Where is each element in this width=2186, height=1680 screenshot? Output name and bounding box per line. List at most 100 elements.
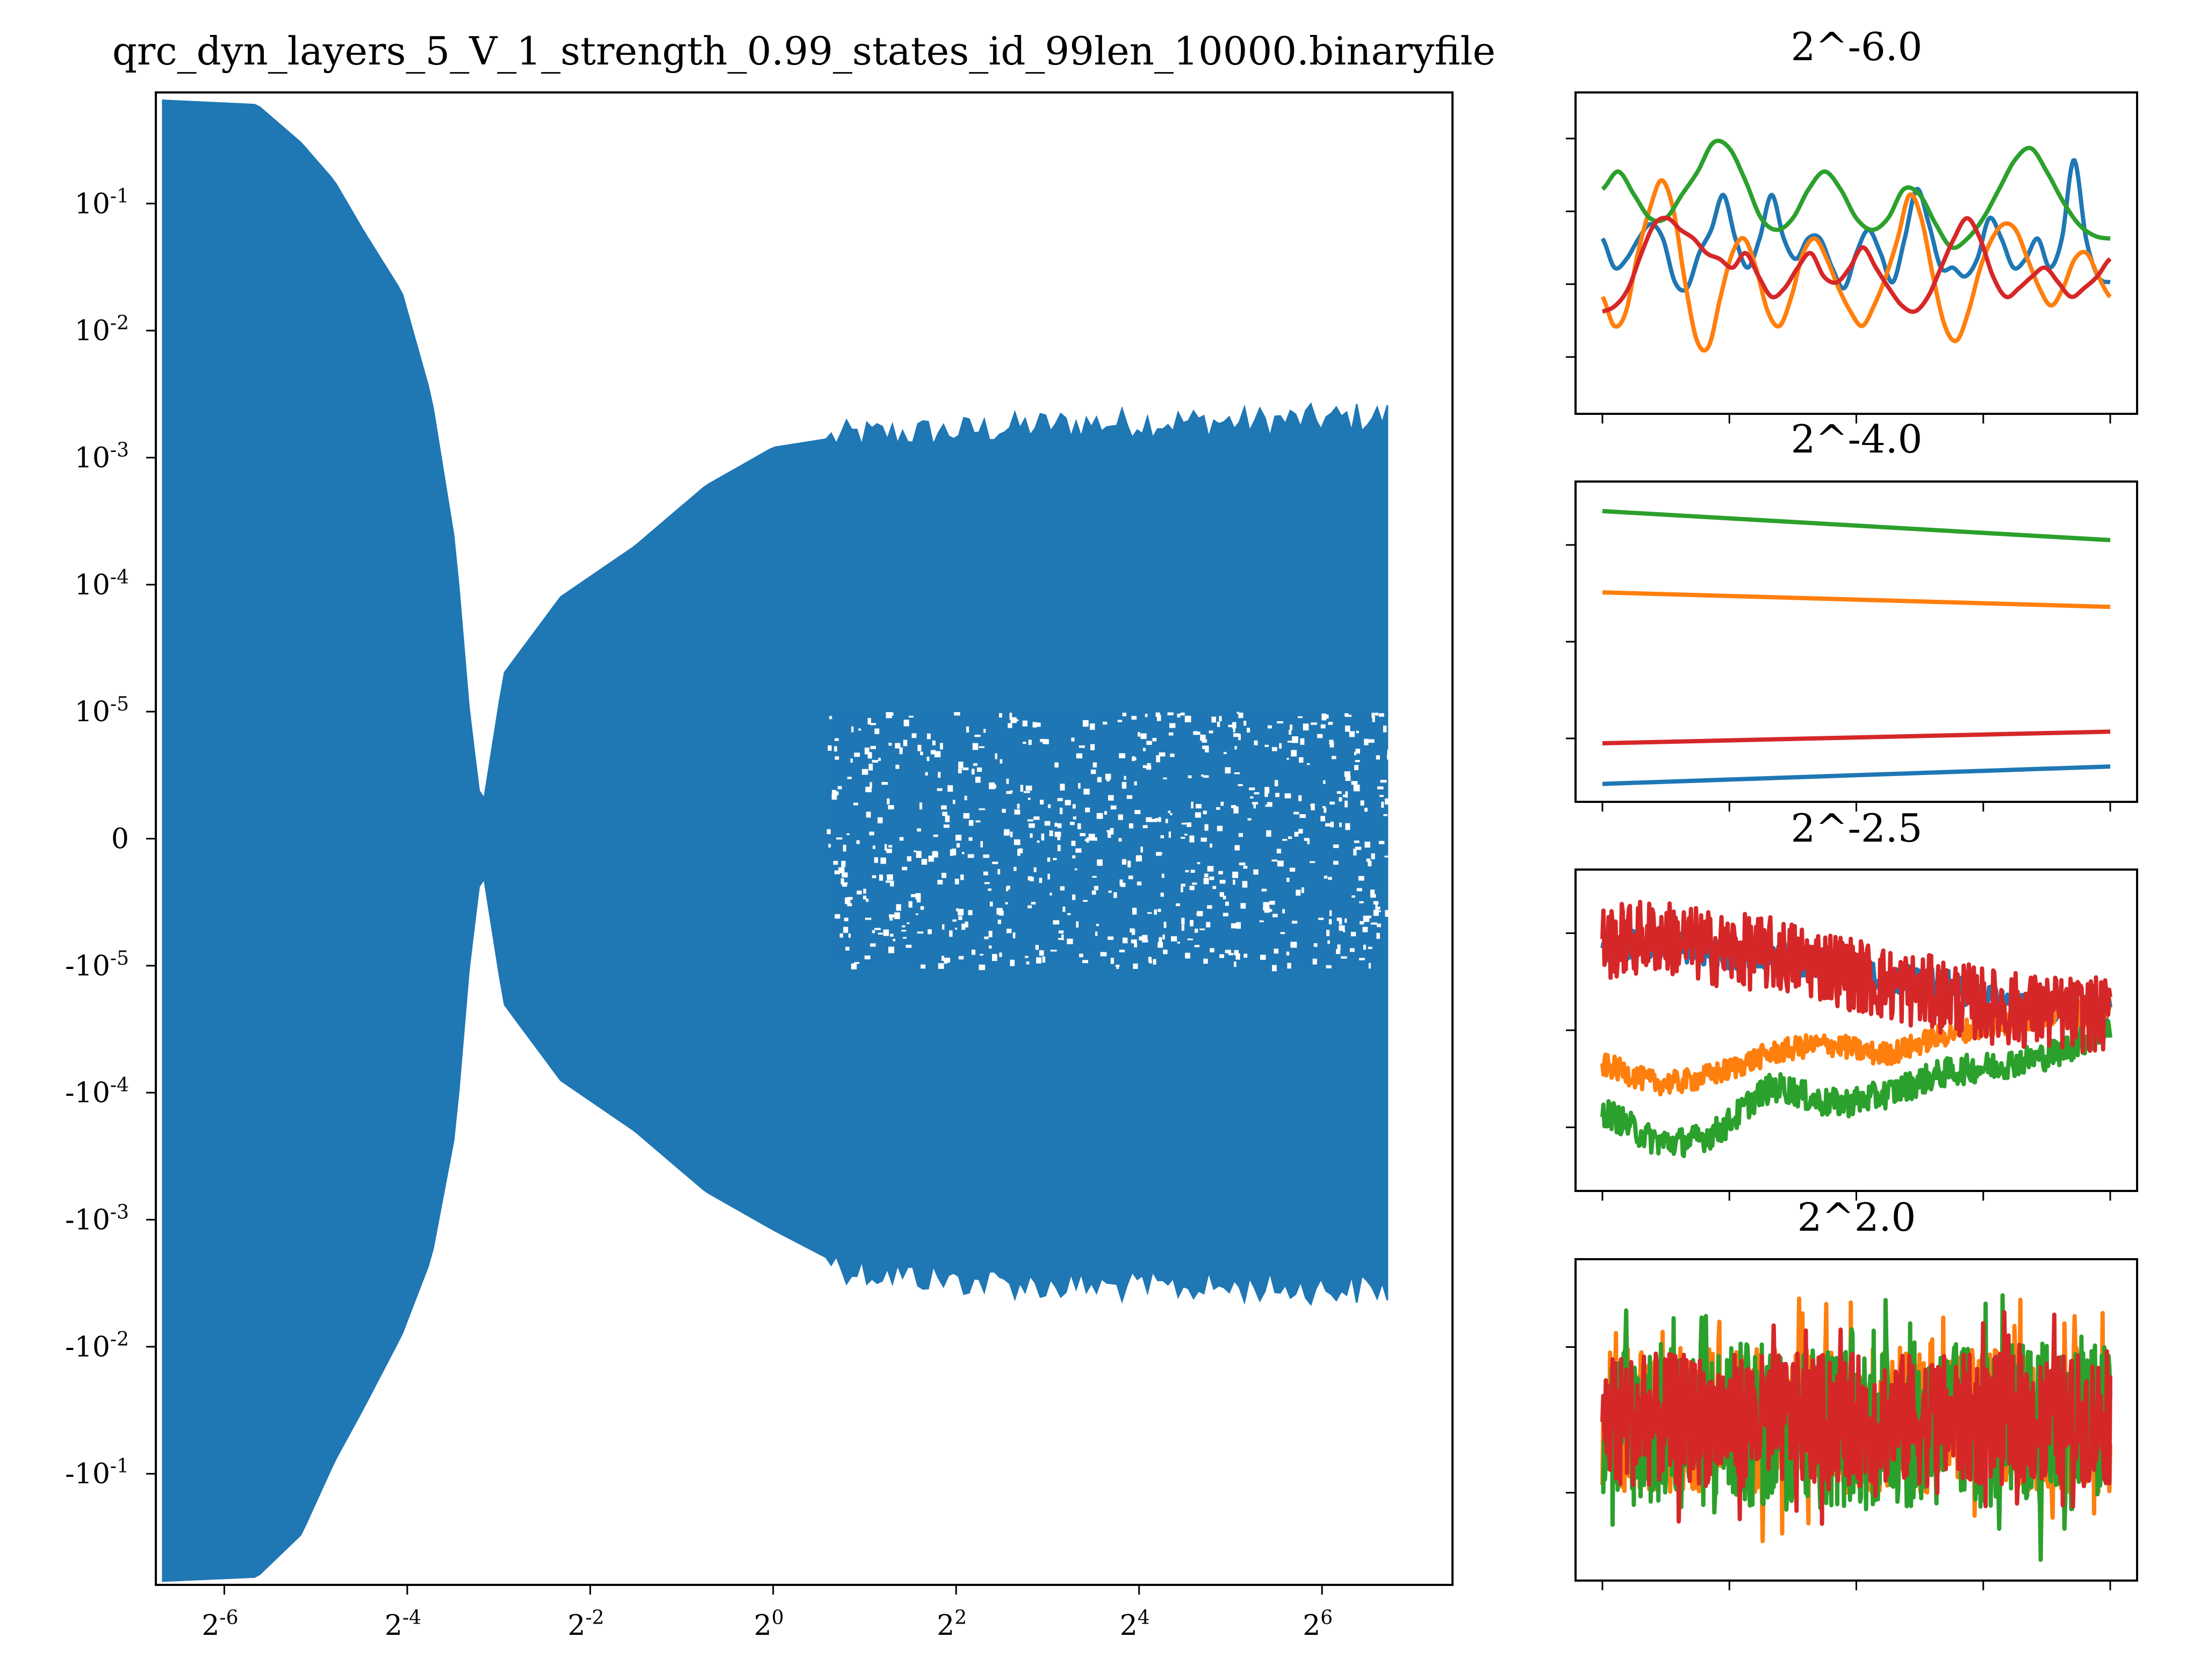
inner-gap-speck xyxy=(1030,833,1033,838)
inner-gap-speck xyxy=(1077,823,1081,829)
inner-gap-speck xyxy=(867,717,871,724)
inner-gap-speck xyxy=(989,901,993,907)
main-scatter-point xyxy=(255,544,260,549)
inner-gap-speck xyxy=(908,715,914,718)
inner-gap-speck xyxy=(961,923,966,930)
inner-gap-speck xyxy=(1071,737,1075,742)
inner-gap-speck xyxy=(1177,713,1181,717)
inner-gap-speck xyxy=(1048,804,1051,808)
inner-gap-speck xyxy=(1162,934,1165,940)
inner-gap-speck xyxy=(1363,944,1366,950)
panel-4-title: 2^2.0 xyxy=(1797,1195,1916,1240)
inner-gap-speck xyxy=(983,871,988,875)
inner-gap-speck xyxy=(1286,878,1290,882)
inner-gap-speck xyxy=(1298,829,1303,834)
main-x-tick-label: 26 xyxy=(1303,1607,1333,1642)
inner-gap-speck xyxy=(1349,948,1355,952)
inner-gap-speck xyxy=(1267,802,1272,807)
panel-3-plot xyxy=(1600,900,2112,1159)
inner-gap-speck xyxy=(1072,855,1076,859)
inner-gap-speck xyxy=(1193,731,1198,735)
main-y-tick-label: -10-4 xyxy=(65,1074,129,1109)
inner-gap-speck xyxy=(1049,830,1053,836)
inner-gap-speck xyxy=(1328,722,1333,725)
inner-gap-speck xyxy=(1121,859,1126,865)
inner-gap-speck xyxy=(1345,726,1350,732)
inner-gap-speck xyxy=(1380,780,1387,783)
inner-gap-speck xyxy=(1122,713,1127,716)
inner-gap-speck xyxy=(1312,958,1317,965)
inner-gap-speck xyxy=(1329,801,1335,805)
inner-gap-speck xyxy=(1118,838,1122,842)
inner-gap-speck xyxy=(1146,741,1152,745)
inner-gap-speck xyxy=(834,870,840,874)
inner-gap-speck xyxy=(1368,963,1371,969)
inner-gap-speck xyxy=(1364,738,1369,745)
inner-gap-speck xyxy=(1120,882,1126,887)
inner-gap-speck xyxy=(1126,795,1133,799)
inner-gap-speck xyxy=(893,938,896,942)
inner-gap-speck xyxy=(1326,965,1332,968)
main-inner-region xyxy=(826,712,1387,966)
inner-gap-speck xyxy=(1277,860,1284,867)
inner-gap-speck xyxy=(1337,944,1341,951)
inner-gap-speck xyxy=(878,817,883,823)
panel-series-line xyxy=(1600,178,2112,353)
inner-gap-speck xyxy=(962,767,969,771)
main-scatter-point xyxy=(187,621,192,625)
inner-gap-speck xyxy=(1203,775,1209,778)
inner-gap-speck xyxy=(1137,881,1142,886)
inner-gap-speck xyxy=(958,956,964,960)
inner-gap-speck xyxy=(1108,831,1111,838)
inner-gap-speck xyxy=(1339,797,1342,802)
inner-gap-speck xyxy=(1025,785,1032,791)
panel-4: 2^2.0 xyxy=(1566,1195,2138,1590)
inner-gap-speck xyxy=(1207,866,1214,872)
inner-gap-speck xyxy=(1041,833,1045,841)
inner-gap-speck xyxy=(1243,865,1248,869)
inner-gap-speck xyxy=(1006,929,1012,934)
main-scatter-point xyxy=(176,1129,181,1133)
inner-gap-speck xyxy=(868,764,873,771)
inner-gap-speck xyxy=(938,963,944,969)
inner-gap-speck xyxy=(938,772,941,778)
inner-gap-speck xyxy=(1113,892,1117,898)
inner-gap-speck xyxy=(1168,732,1174,736)
inner-gap-speck xyxy=(1364,842,1370,848)
inner-gap-speck xyxy=(1299,757,1304,763)
inner-gap-speck xyxy=(1034,722,1041,727)
inner-gap-speck xyxy=(1344,713,1349,716)
inner-gap-speck xyxy=(854,962,860,964)
inner-gap-speck xyxy=(930,857,933,861)
inner-gap-speck xyxy=(899,747,903,755)
inner-gap-speck xyxy=(1336,791,1342,794)
inner-gap-speck xyxy=(880,857,886,864)
inner-gap-speck xyxy=(869,831,874,836)
inner-gap-speck xyxy=(1170,753,1175,757)
inner-gap-speck xyxy=(1156,715,1161,721)
inner-gap-speck xyxy=(1082,960,1088,964)
inner-gap-speck xyxy=(1132,757,1137,760)
inner-gap-speck xyxy=(1163,922,1167,928)
inner-gap-speck xyxy=(1385,910,1392,917)
inner-gap-speck xyxy=(848,933,851,938)
inner-gap-speck xyxy=(869,782,872,789)
inner-gap-speck xyxy=(1159,937,1162,943)
inner-gap-speck xyxy=(1253,802,1256,809)
main-scatter-point xyxy=(294,900,299,904)
inner-gap-speck xyxy=(1370,889,1375,896)
inner-gap-speck xyxy=(1160,835,1164,838)
inner-gap-speck xyxy=(983,729,986,733)
inner-gap-speck xyxy=(1168,831,1171,838)
inner-gap-speck xyxy=(1341,956,1347,959)
inner-gap-speck xyxy=(1036,957,1041,964)
inner-gap-speck xyxy=(1195,812,1201,818)
inner-gap-speck xyxy=(1320,816,1325,822)
inner-gap-speck xyxy=(973,763,977,766)
panel-series-line xyxy=(1602,509,2111,542)
inner-gap-speck xyxy=(963,813,970,819)
inner-gap-speck xyxy=(1110,828,1114,835)
inner-gap-speck xyxy=(1092,762,1097,767)
inner-gap-speck xyxy=(1234,950,1239,956)
inner-gap-speck xyxy=(1217,721,1220,727)
